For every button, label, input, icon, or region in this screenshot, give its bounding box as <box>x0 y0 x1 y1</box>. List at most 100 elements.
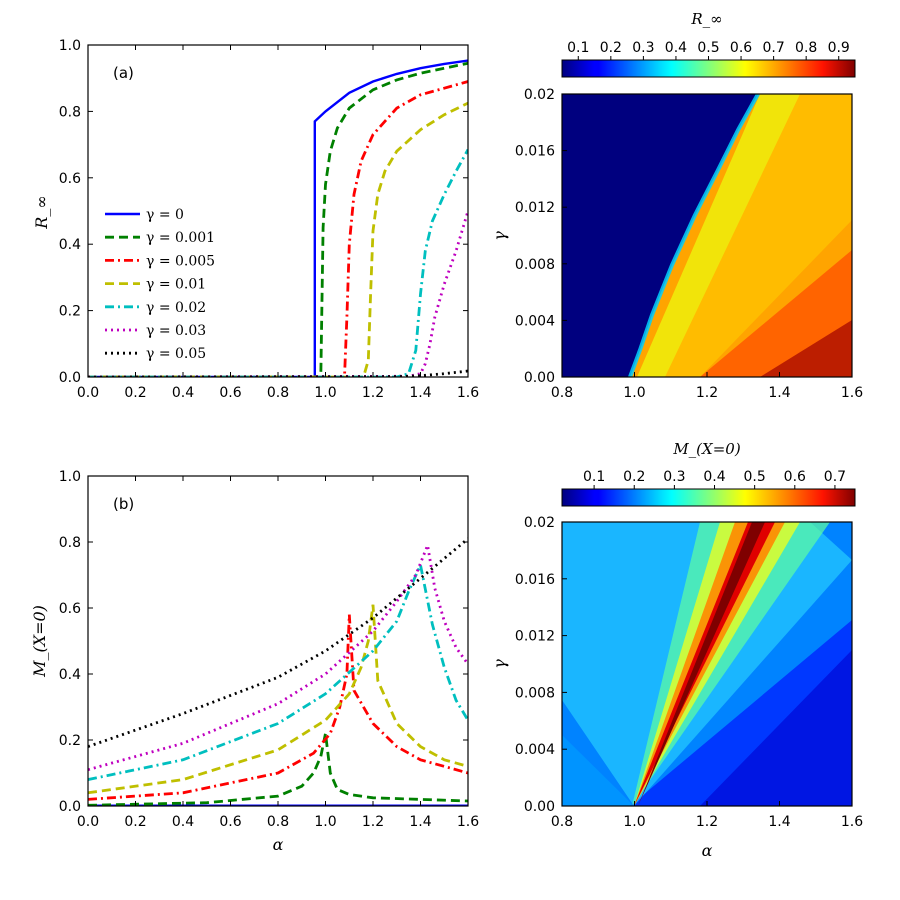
panel-d-heat-green <box>632 522 830 806</box>
b-x-tick-label: 0.2 <box>124 814 146 830</box>
d-cbar-tick-label: 0.1 <box>583 469 605 485</box>
legend-label-2: γ = 0.005 <box>146 253 215 269</box>
c-cbar-tick-label: 0.6 <box>730 40 752 56</box>
b-y-tick-label: 0.2 <box>59 733 81 749</box>
panel-c-x-ticks: 0.8 1.0 1.2 1.4 1.6 <box>551 372 863 401</box>
a-x-tick-label: 0.6 <box>219 385 241 401</box>
panel-d-heat-corner <box>562 735 634 806</box>
a-y-tick-label: 0.6 <box>59 171 81 187</box>
panel-b-background <box>88 476 468 806</box>
b-y-tick-label: 0.0 <box>59 799 81 815</box>
a-y-tick-label: 0.8 <box>59 104 81 120</box>
b-x-tick-label: 0.8 <box>267 814 289 830</box>
panel-b-y-axis-label: M_(X=0) <box>30 605 49 678</box>
b-x-tick-label: 1.2 <box>362 814 384 830</box>
panel-c-y-axis-label: γ <box>490 231 509 241</box>
d-y-tick-label: 0.02 <box>524 515 555 531</box>
b-y-tick-label: 0.8 <box>59 535 81 551</box>
d-cbar-tick-label: 0.3 <box>663 469 685 485</box>
panel-a-legend: γ = 0 γ = 0.001 γ = 0.005 γ = 0.01 γ = 0.02 γ… <box>105 207 215 362</box>
panel-c-colorbar-ticks: 0.1 0.2 0.3 0.4 0.5 0.6 0.7 0.8 0.9 <box>567 40 850 60</box>
c-x-tick-label: 1.6 <box>841 385 863 401</box>
c-cbar-tick-label: 0.1 <box>567 40 589 56</box>
panel-c-colorbar <box>561 59 856 78</box>
b-x-tick-label: 1.6 <box>457 814 479 830</box>
panel-c-heat-light <box>637 94 800 377</box>
panel-b-line-chart: 0.0 0.2 0.4 0.6 0.8 1.0 1.2 1.4 1.6 0.0 0.2 0.4 0.6… <box>30 469 479 854</box>
c-cbar-tick-label: 0.4 <box>665 40 687 56</box>
c-cbar-tick-label: 0.8 <box>795 40 817 56</box>
d-cbar-tick-label: 0.7 <box>824 469 846 485</box>
c-y-tick-label: 0.008 <box>515 257 555 273</box>
panel-d-heat-yellow <box>634 522 800 806</box>
panel-d-colorbar-ticks: 0.1 0.2 0.3 0.4 0.5 0.6 0.7 <box>583 469 846 489</box>
b-x-tick-label: 0.6 <box>219 814 241 830</box>
panel-d-heatmap: M_(X=0) 0.1 0.2 0.3 0.4 0.5 0.6 0.7 0.8 1.0 1.2 1… <box>490 440 863 860</box>
panel-d-heatmap-image <box>562 522 852 806</box>
d-y-tick-label: 0.016 <box>515 572 555 588</box>
d-x-tick-label: 0.8 <box>551 814 573 830</box>
a-x-tick-label: 1.6 <box>457 385 479 401</box>
c-cbar-tick-label: 0.5 <box>697 40 719 56</box>
panel-d-colorbar <box>561 488 856 507</box>
a-x-tick-label: 0.4 <box>172 385 194 401</box>
b-series-line-1 <box>88 733 468 806</box>
b-series-line-2 <box>88 614 468 801</box>
d-y-tick-label: 0.00 <box>524 799 555 815</box>
d-cbar-tick-label: 0.2 <box>623 469 645 485</box>
d-cbar-tick-label: 0.6 <box>784 469 806 485</box>
panel-d-heat-orange <box>634 522 785 806</box>
panel-b-y-ticks: 0.0 0.2 0.4 0.6 0.8 1.0 <box>59 469 468 815</box>
a-series-line-4 <box>88 148 468 377</box>
b-x-tick-label: 1.0 <box>314 814 336 830</box>
a-series-line-1 <box>88 61 468 377</box>
panel-d-heat-dark <box>700 650 852 806</box>
a-y-tick-label: 1.0 <box>59 38 81 54</box>
a-series-line-0 <box>88 59 468 377</box>
a-x-tick-label: 0.2 <box>124 385 146 401</box>
c-y-tick-label: 0.016 <box>515 144 555 160</box>
a-y-tick-label: 0.2 <box>59 304 81 320</box>
a-x-tick-label: 0.8 <box>267 385 289 401</box>
panel-c-heatmap: R_∞ 0.1 0.2 0.3 0.4 0.5 0.6 0.7 0.8 0.9 0.8 1.0 1.… <box>490 10 863 401</box>
c-x-tick-label: 1.2 <box>696 385 718 401</box>
legend-label-1: γ = 0.001 <box>146 230 215 246</box>
legend-label-6: γ = 0.05 <box>146 346 206 362</box>
panel-d-x-axis-label: α <box>702 841 713 860</box>
legend-label-3: γ = 0.01 <box>146 277 206 293</box>
panel-c-heatmap-image <box>562 94 852 377</box>
panel-c-heat-darkred <box>760 320 852 377</box>
c-y-tick-label: 0.02 <box>524 87 555 103</box>
a-x-tick-label: 1.0 <box>314 385 336 401</box>
d-x-tick-label: 1.6 <box>841 814 863 830</box>
c-cbar-tick-label: 0.2 <box>600 40 622 56</box>
d-x-tick-label: 1.4 <box>768 814 790 830</box>
b-x-tick-label: 0.4 <box>172 814 194 830</box>
panel-d-heat-ridge <box>638 522 765 806</box>
d-y-tick-label: 0.012 <box>515 629 555 645</box>
a-series-line-2 <box>88 80 468 377</box>
panel-d-colorbar-title: M_(X=0) <box>672 440 741 458</box>
c-y-tick-label: 0.00 <box>524 370 555 386</box>
a-x-tick-label: 1.4 <box>409 385 431 401</box>
panel-a-x-ticks: 0.0 0.2 0.4 0.6 0.8 1.0 1.2 1.4 1.6 <box>77 45 479 401</box>
c-cbar-tick-label: 0.7 <box>762 40 784 56</box>
panel-d-y-ticks: 0.00 0.004 0.008 0.012 0.016 0.02 <box>515 515 567 815</box>
panel-c-heat-boundary <box>628 94 760 377</box>
panel-a-y-ticks: 0.0 0.2 0.4 0.6 0.8 1.0 <box>59 38 468 386</box>
b-y-tick-label: 0.4 <box>59 667 81 683</box>
panel-c-y-ticks: 0.00 0.004 0.008 0.012 0.016 0.02 <box>515 87 567 386</box>
panel-d-x-ticks: 0.8 1.0 1.2 1.4 1.6 <box>551 801 863 830</box>
b-x-tick-label: 1.4 <box>409 814 431 830</box>
a-x-tick-label: 0.0 <box>77 385 99 401</box>
c-cbar-tick-label: 0.9 <box>828 40 850 56</box>
c-y-tick-label: 0.004 <box>515 313 555 329</box>
c-cbar-tick-label: 0.3 <box>632 40 654 56</box>
d-cbar-tick-label: 0.5 <box>744 469 766 485</box>
legend-label-4: γ = 0.02 <box>146 300 206 316</box>
legend-label-0: γ = 0 <box>146 207 184 223</box>
panel-d-y-axis-label: γ <box>490 659 509 669</box>
c-x-tick-label: 1.0 <box>623 385 645 401</box>
panel-b-x-ticks: 0.0 0.2 0.4 0.6 0.8 1.0 1.2 1.4 1.6 <box>77 476 479 830</box>
